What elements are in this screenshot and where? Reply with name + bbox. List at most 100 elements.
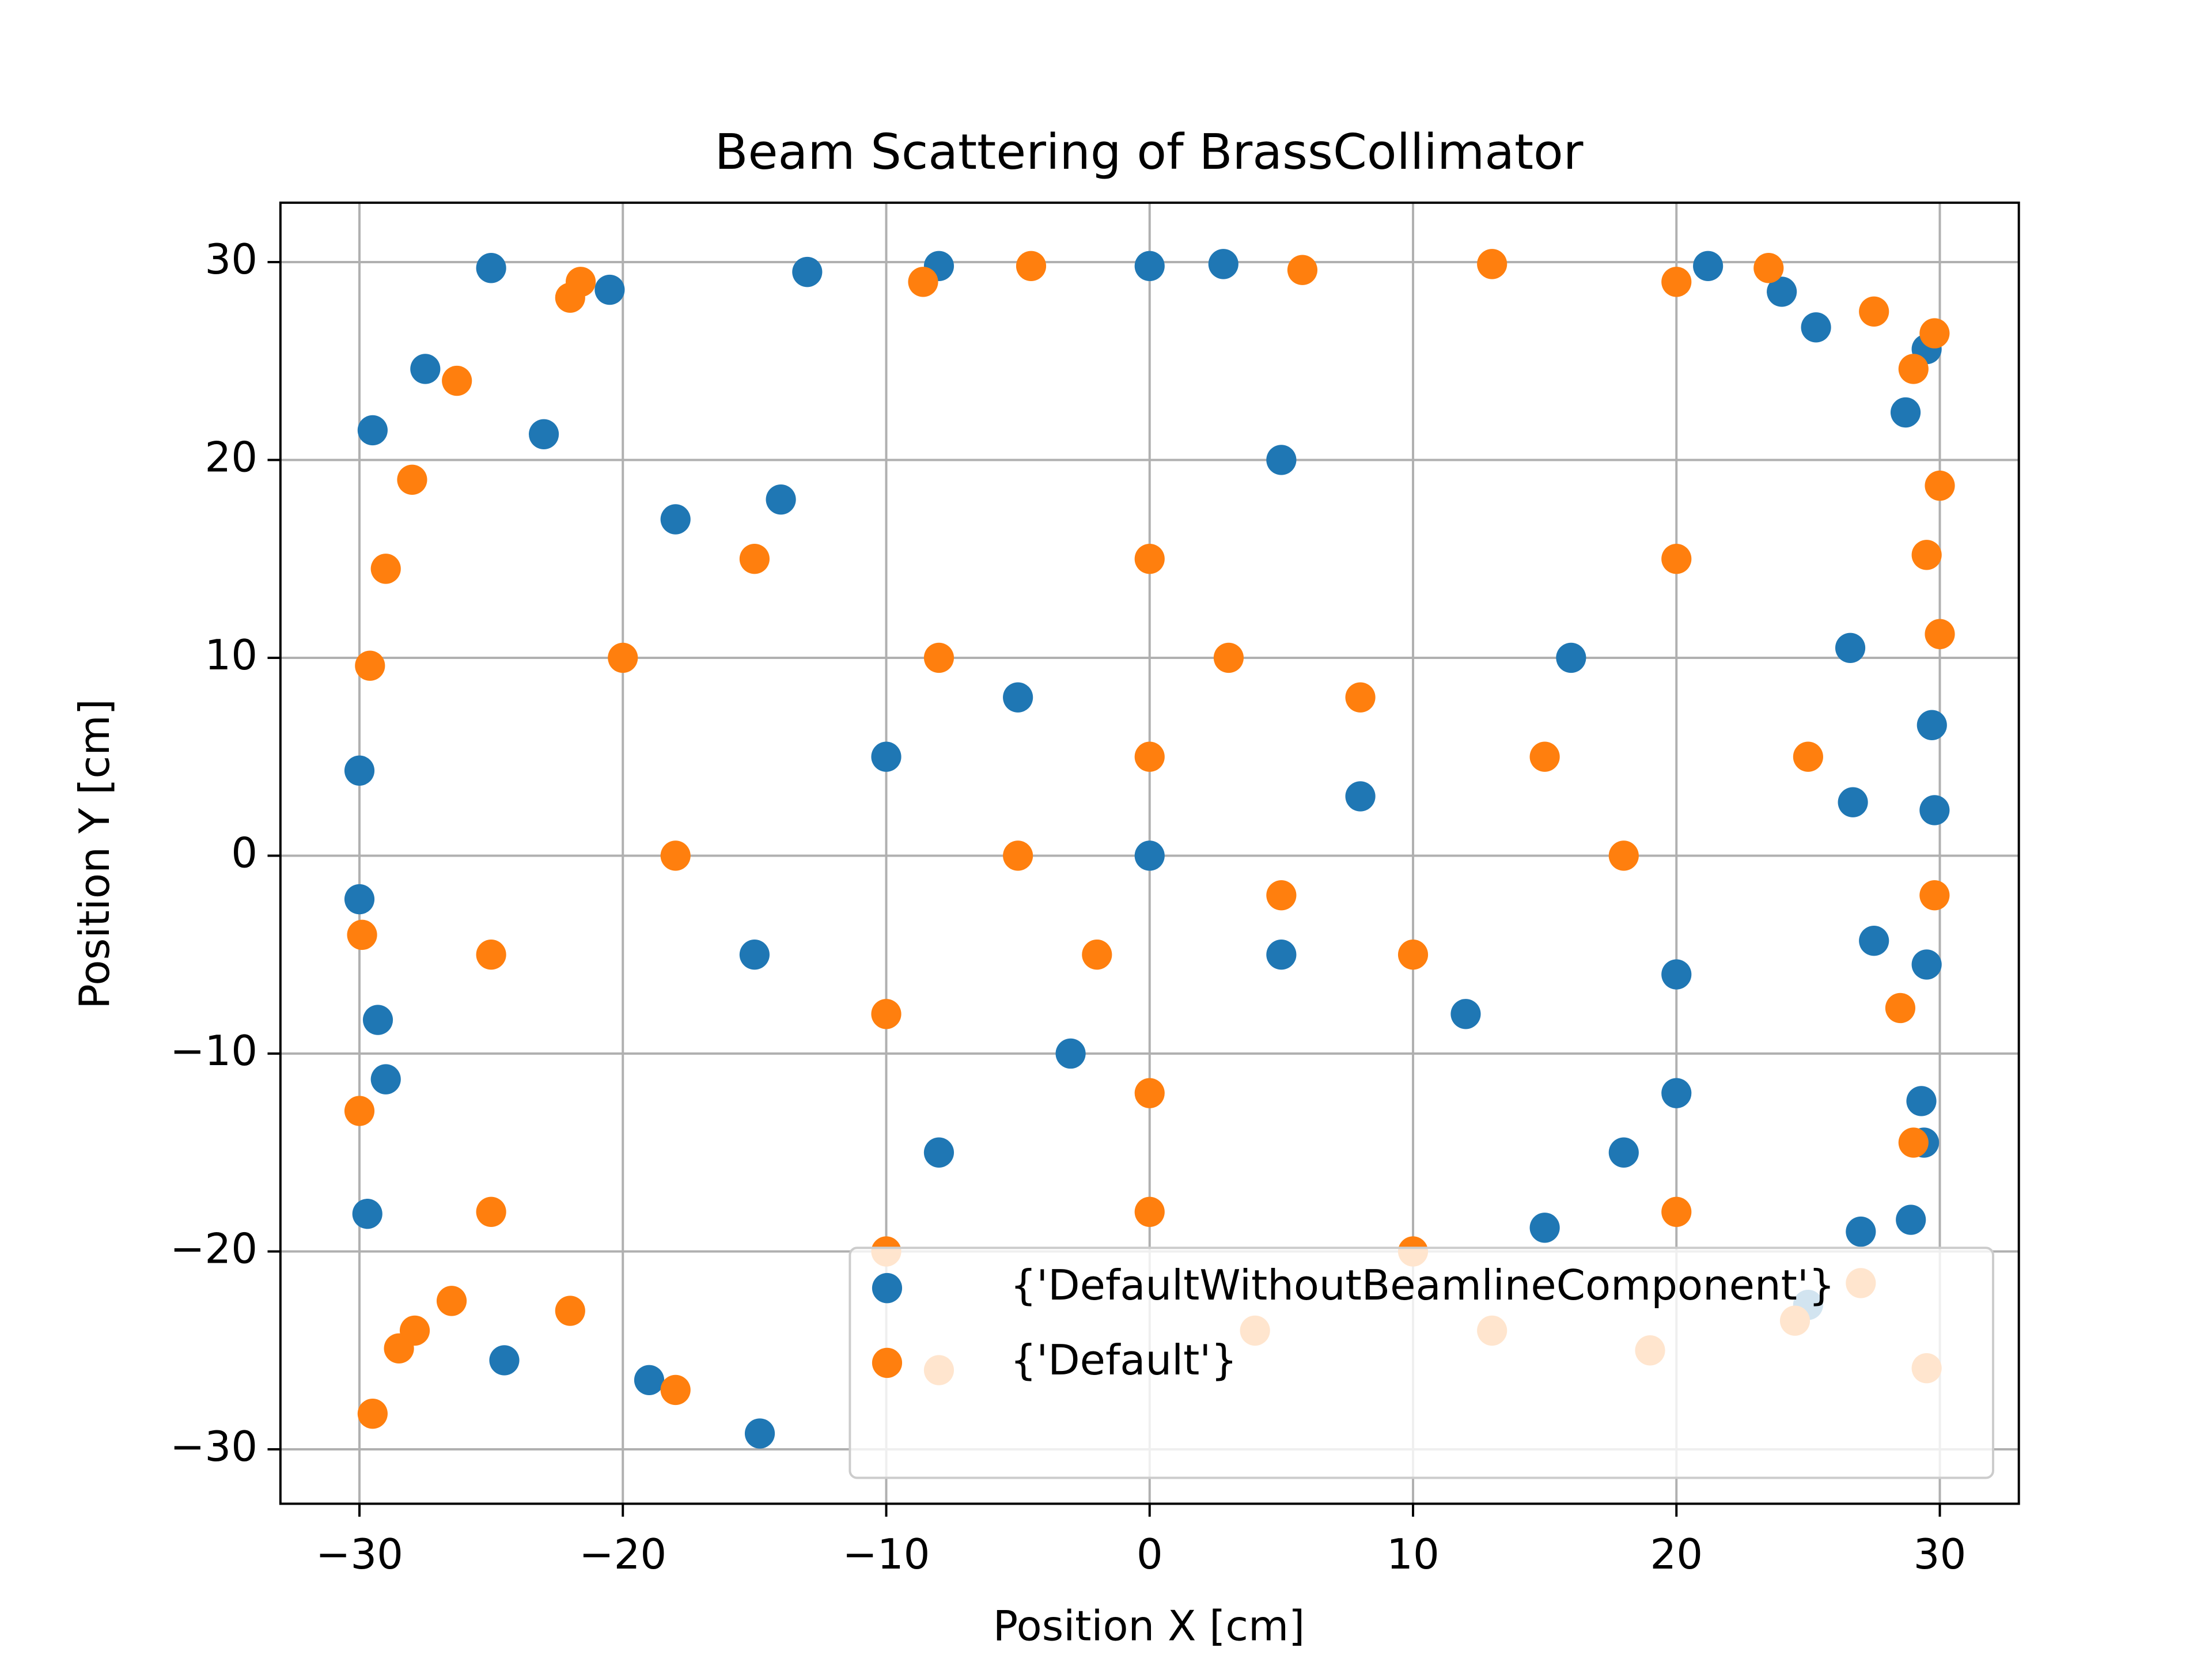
y-axis-label: Position Y [cm] <box>71 699 119 1009</box>
scatter-point <box>1898 354 1929 384</box>
scatter-point <box>744 1418 775 1449</box>
scatter-point <box>399 1315 430 1346</box>
scatter-point <box>660 504 691 535</box>
scatter-point <box>1925 619 1955 649</box>
scatter-point <box>1859 296 1889 327</box>
scatter-point <box>1529 1213 1560 1243</box>
scatter-point <box>923 642 955 673</box>
scatter-point <box>634 1365 665 1395</box>
scatter-point <box>1213 642 1244 673</box>
scatter-point <box>362 1005 393 1035</box>
scatter-point <box>1016 251 1047 282</box>
scatter-point <box>1911 949 1942 980</box>
scatter-point <box>1916 710 1947 740</box>
scatter-point <box>566 267 596 297</box>
x-tick-label: 30 <box>1914 1531 1967 1579</box>
y-tick-label: −10 <box>170 1027 257 1075</box>
y-tick-label: −20 <box>170 1225 257 1273</box>
scatter-point <box>1345 781 1376 812</box>
scatter-point <box>1556 642 1586 673</box>
scatter-point <box>370 1064 401 1094</box>
y-tick-label: 20 <box>204 433 257 482</box>
scatter-point <box>397 464 427 495</box>
x-tick-label: −20 <box>579 1531 666 1579</box>
scatter-point <box>1134 1078 1165 1108</box>
scatter-point <box>347 919 377 950</box>
scatter-point <box>344 1096 375 1126</box>
scatter-point <box>1898 1127 1929 1158</box>
y-tick-label: 0 <box>231 829 257 877</box>
scatter-point <box>1134 840 1165 871</box>
scatter-point <box>1134 741 1165 772</box>
scatter-point <box>766 484 796 515</box>
y-tick-label: 10 <box>204 631 257 680</box>
scatter-point <box>1266 880 1297 911</box>
scatter-point <box>1397 940 1429 970</box>
scatter-point <box>476 1196 506 1227</box>
scatter-point <box>923 1137 955 1168</box>
scatter-point <box>352 1199 382 1229</box>
scatter-point <box>1846 1216 1876 1247</box>
scatter-point <box>1859 925 1889 956</box>
scatter-point <box>1919 795 1950 825</box>
scatter-point <box>1608 1137 1639 1168</box>
scatter-point <box>871 999 902 1029</box>
scatter-point <box>1896 1205 1926 1235</box>
scatter-point <box>660 1374 691 1406</box>
x-tick-label: 20 <box>1650 1531 1703 1579</box>
scatter-point <box>1477 249 1508 279</box>
scatter-point <box>1838 787 1868 817</box>
x-axis-label: Position X [cm] <box>993 1602 1305 1650</box>
x-tick-label: −10 <box>843 1531 930 1579</box>
scatter-point <box>1450 999 1481 1029</box>
x-tick-label: −30 <box>316 1531 403 1579</box>
legend-marker <box>872 1272 903 1304</box>
scatter-point <box>1661 544 1692 574</box>
scatter-point <box>1835 632 1866 663</box>
scatter-point <box>555 1296 585 1326</box>
scatter-point <box>355 650 385 681</box>
scatter-point <box>1266 940 1297 970</box>
scatter-point <box>660 840 691 871</box>
scatter-point <box>1266 445 1297 475</box>
y-tick-label: 30 <box>204 236 257 284</box>
scatter-point <box>739 544 770 574</box>
scatter-point <box>1801 312 1831 343</box>
scatter-point <box>792 256 823 287</box>
scatter-point <box>1693 251 1724 282</box>
scatter-point <box>476 253 506 283</box>
scatter-point <box>1753 253 1784 283</box>
legend-label: {'Default'} <box>1010 1336 1237 1385</box>
scatter-point <box>529 419 559 450</box>
chart-title: Beam Scattering of BrassCollimator <box>715 123 1584 180</box>
scatter-point <box>1134 1196 1165 1227</box>
scatter-point <box>357 1398 388 1429</box>
x-tick-label: 10 <box>1387 1531 1440 1579</box>
scatter-point <box>871 741 902 772</box>
scatter-point <box>1793 741 1823 772</box>
scatter-point <box>1661 1078 1692 1108</box>
scatter-point <box>1608 840 1639 871</box>
legend: {'DefaultWithoutBeamlineComponent'} {'Def… <box>849 1247 1994 1479</box>
scatter-point <box>1055 1038 1086 1069</box>
scatter-point <box>1890 397 1921 428</box>
scatter-point <box>1919 880 1950 911</box>
scatter-point <box>1661 1196 1692 1227</box>
legend-label: {'DefaultWithoutBeamlineComponent'} <box>1010 1262 1835 1310</box>
scatter-point <box>1003 682 1033 713</box>
scatter-point <box>1345 682 1376 713</box>
scatter-point <box>1003 840 1033 871</box>
x-tick-label: 0 <box>1137 1531 1163 1579</box>
legend-frame <box>849 1247 1994 1479</box>
y-tick-label: −30 <box>170 1423 257 1471</box>
scatter-point <box>1919 318 1950 349</box>
scatter-point <box>436 1286 467 1316</box>
scatter-point <box>1287 255 1318 285</box>
scatter-point <box>370 554 401 584</box>
scatter-point <box>1208 249 1238 279</box>
scatter-point <box>489 1345 520 1376</box>
scatter-point <box>476 940 506 970</box>
scatter-point <box>594 274 625 305</box>
scatter-point <box>442 365 472 396</box>
